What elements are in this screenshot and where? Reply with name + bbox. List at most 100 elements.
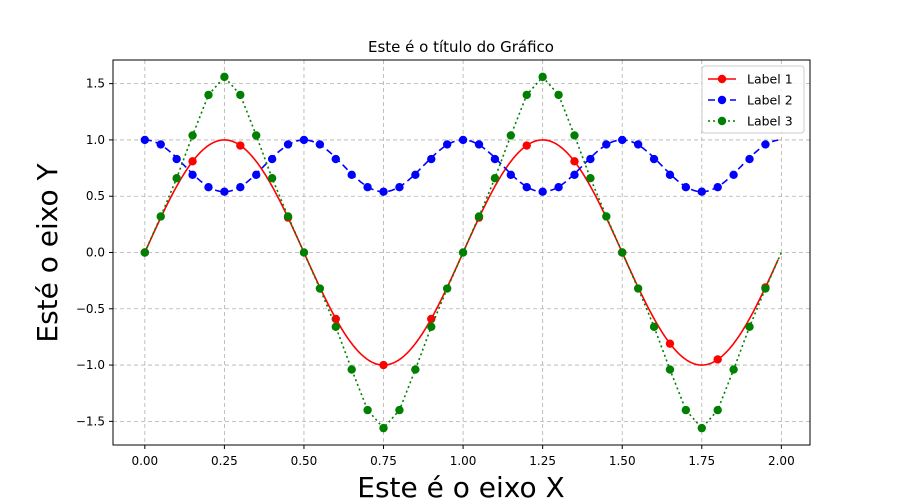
- data-point: [427, 314, 436, 324]
- data-point: [220, 187, 229, 196]
- data-point: [267, 174, 277, 183]
- data-point: [283, 212, 293, 221]
- chart-title: Este é o título do Gráfico: [368, 38, 554, 56]
- data-point: [427, 154, 436, 164]
- data-point: [315, 284, 325, 293]
- x-tick-label: 0.75: [370, 454, 397, 468]
- data-point: [331, 154, 340, 164]
- data-point: [633, 140, 643, 149]
- data-point: [156, 212, 165, 221]
- data-point: [697, 187, 706, 196]
- y-tick-label: 1.5: [86, 77, 105, 91]
- data-point: [570, 170, 579, 180]
- data-point: [745, 154, 754, 164]
- data-point: [602, 140, 611, 149]
- data-point: [649, 154, 659, 164]
- data-point: [140, 248, 150, 257]
- x-tick-label: 2.00: [768, 454, 795, 468]
- data-point: [522, 141, 531, 150]
- x-axis: 0.00 0.25 0.50 0.75 1.00 1.25 1.50 1.75 2.00: [131, 445, 795, 468]
- data-point: [586, 154, 595, 164]
- y-axis-label: Esté o eixo Y: [31, 162, 64, 342]
- data-point: [490, 154, 500, 164]
- legend-box: [701, 65, 805, 134]
- data-point: [236, 141, 245, 150]
- x-tick-label: 1.75: [688, 454, 715, 468]
- data-point: [427, 322, 436, 331]
- series-layer: [140, 72, 783, 433]
- data-point: [665, 339, 675, 348]
- data-point: [554, 90, 563, 100]
- data-point: [363, 183, 372, 192]
- legend-label: Label 2: [747, 93, 793, 108]
- y-tick-label: −1.5: [76, 414, 105, 428]
- x-tick-label: 0.25: [211, 454, 238, 468]
- data-point: [665, 365, 675, 374]
- data-point: [188, 170, 197, 180]
- data-point: [379, 187, 388, 196]
- y-tick-label: 0.0: [86, 246, 105, 260]
- data-point: [331, 314, 340, 324]
- data-point: [172, 174, 181, 183]
- x-tick-label: 0.50: [291, 454, 318, 468]
- series-2: [140, 135, 779, 196]
- series-3: [140, 72, 783, 433]
- data-point: [618, 135, 627, 145]
- data-point: [442, 140, 452, 149]
- x-tick-label: 1.00: [450, 454, 477, 468]
- data-point: [411, 365, 420, 374]
- data-point: [236, 90, 245, 100]
- data-point: [697, 423, 706, 433]
- data-point: [761, 284, 770, 293]
- data-point: [140, 135, 150, 145]
- x-axis-label: Este é o eixo X: [357, 471, 564, 500]
- data-point: [188, 131, 197, 140]
- y-tick-label: 0.5: [86, 189, 105, 203]
- data-point: [363, 405, 372, 415]
- data-point: [745, 322, 754, 331]
- data-point: [347, 170, 356, 180]
- legend-marker: [717, 116, 727, 126]
- data-point: [379, 360, 388, 370]
- data-point: [649, 322, 659, 331]
- data-point: [315, 140, 325, 149]
- y-tick-label: −1.0: [76, 358, 105, 372]
- y-tick-label: −0.5: [76, 302, 105, 316]
- data-point: [665, 170, 675, 180]
- data-point: [570, 131, 579, 140]
- y-tick-label: 1.0: [86, 133, 105, 147]
- data-point: [681, 405, 691, 415]
- legend-label: Label 1: [747, 72, 793, 87]
- data-point: [713, 405, 722, 415]
- data-point: [204, 90, 213, 100]
- data-point: [299, 135, 309, 145]
- y-axis: −1.5 −1.0 −0.5 0.0 0.5 1.0 1.5: [76, 77, 113, 428]
- data-point: [347, 365, 356, 374]
- data-point: [395, 183, 404, 192]
- data-point: [188, 157, 197, 166]
- x-tick-label: 1.50: [609, 454, 636, 468]
- data-point: [554, 183, 563, 192]
- data-point: [156, 140, 165, 149]
- data-point: [570, 157, 579, 166]
- legend-marker: [717, 74, 727, 84]
- data-point: [538, 72, 547, 82]
- data-point: [474, 140, 484, 149]
- data-point: [713, 183, 722, 192]
- data-point: [458, 135, 468, 145]
- data-point: [267, 154, 277, 164]
- data-point: [522, 183, 531, 192]
- data-point: [713, 355, 722, 364]
- data-point: [458, 248, 468, 257]
- data-point: [411, 170, 420, 180]
- data-point: [442, 284, 452, 293]
- data-point: [204, 183, 213, 192]
- data-point: [602, 212, 611, 221]
- x-tick-label: 0.00: [131, 454, 158, 468]
- data-point: [283, 140, 293, 149]
- data-point: [395, 405, 404, 415]
- data-point: [474, 212, 484, 221]
- data-point: [681, 183, 691, 192]
